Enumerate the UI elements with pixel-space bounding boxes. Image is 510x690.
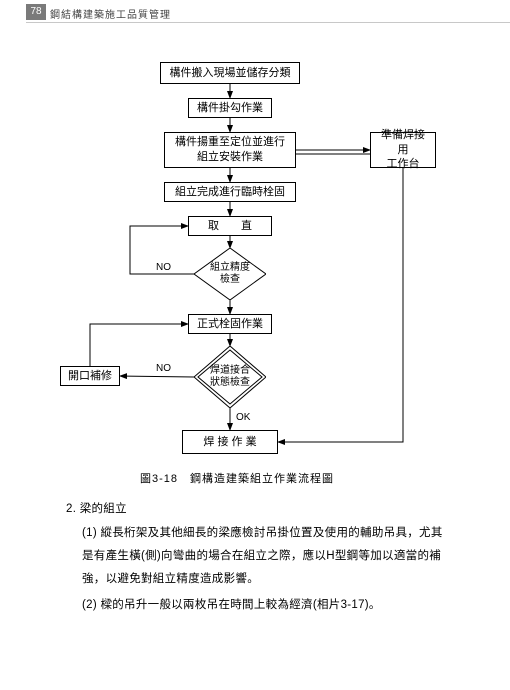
page-header: 78 鋼結構建築施工品質管理 bbox=[0, 0, 510, 26]
edge-label: NO bbox=[156, 262, 171, 273]
flow-node-n7: 正式栓固作業 bbox=[188, 314, 272, 334]
flow-node-n4: 準備焊接用工作台 bbox=[370, 132, 436, 168]
flow-node-n6: 取 直 bbox=[188, 216, 272, 236]
figure-caption: 圖3-18 鋼構造建築組立作業流程圖 bbox=[140, 470, 334, 486]
section-heading: 2. 梁的組立 bbox=[66, 498, 127, 521]
body-item-1: (1) 縱長桁架及其他細長的梁應檢討吊掛位置及使用的輔助吊具，尤其是有產生橫(側… bbox=[82, 522, 454, 591]
edge-label: NO bbox=[156, 363, 171, 374]
chapter-title: 鋼結構建築施工品質管理 bbox=[50, 6, 171, 21]
header-rule bbox=[26, 22, 510, 23]
section-title: 梁的組立 bbox=[80, 503, 127, 515]
edge-label: OK bbox=[236, 412, 250, 423]
flow-node-n2: 構件掛勾作業 bbox=[188, 98, 272, 118]
caption-text: 圖3-18 鋼構造建築組立作業流程圖 bbox=[140, 473, 334, 485]
body-item-2: (2) 樑的吊升一般以兩枚吊在時間上較為經濟(相片3-17)。 bbox=[82, 594, 454, 617]
flow-node-n3: 構件揚重至定位並進行組立安裝作業 bbox=[164, 132, 296, 168]
flow-node-n8: 開口補修 bbox=[60, 366, 120, 386]
flow-node-n5: 組立完成進行臨時栓固 bbox=[164, 182, 296, 202]
page-number-badge: 78 bbox=[26, 4, 46, 20]
flow-decision-d2: 焊道接合狀態檢查 bbox=[194, 346, 266, 408]
section-num: 2. bbox=[66, 503, 76, 515]
flow-node-n9: 焊 接 作 業 bbox=[182, 430, 278, 454]
flow-decision-d1: 組立精度檢查 bbox=[194, 248, 266, 300]
flow-node-n1: 構件搬入現場並儲存分類 bbox=[160, 62, 300, 84]
